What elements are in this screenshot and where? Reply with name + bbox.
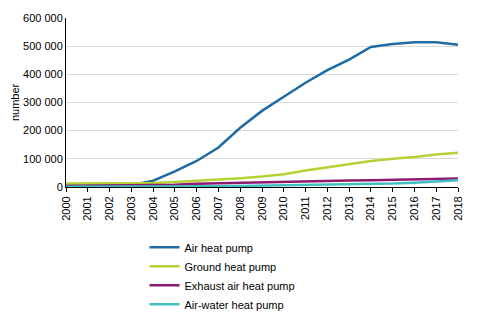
svg-text:2004: 2004 — [147, 196, 159, 220]
svg-text:200 000: 200 000 — [23, 124, 63, 136]
svg-text:400 000: 400 000 — [23, 68, 63, 80]
svg-text:2017: 2017 — [430, 196, 442, 220]
svg-text:2010: 2010 — [277, 196, 289, 220]
svg-text:number: number — [9, 83, 21, 121]
svg-text:500 000: 500 000 — [23, 40, 63, 52]
svg-text:Air heat pump: Air heat pump — [185, 242, 253, 254]
svg-text:2005: 2005 — [168, 196, 180, 220]
svg-text:2003: 2003 — [125, 196, 137, 220]
svg-text:2011: 2011 — [299, 196, 311, 220]
svg-text:2009: 2009 — [256, 196, 268, 220]
svg-text:Exhaust air heat pump: Exhaust air heat pump — [185, 280, 295, 292]
svg-text:2014: 2014 — [364, 196, 376, 220]
svg-text:2002: 2002 — [103, 196, 115, 220]
svg-text:2008: 2008 — [234, 196, 246, 220]
svg-text:0: 0 — [57, 181, 63, 193]
svg-text:2012: 2012 — [321, 196, 333, 220]
svg-text:2013: 2013 — [343, 196, 355, 220]
svg-text:2006: 2006 — [190, 196, 202, 220]
svg-text:600 000: 600 000 — [23, 12, 63, 24]
svg-text:Ground heat pump: Ground heat pump — [185, 261, 277, 273]
svg-text:2001: 2001 — [81, 196, 93, 220]
svg-text:100 000: 100 000 — [23, 153, 63, 165]
svg-text:2007: 2007 — [212, 196, 224, 220]
svg-text:2016: 2016 — [408, 196, 420, 220]
svg-text:2015: 2015 — [386, 196, 398, 220]
svg-text:2000: 2000 — [60, 196, 72, 220]
svg-text:Air-water heat pump: Air-water heat pump — [185, 299, 284, 311]
svg-text:300 000: 300 000 — [23, 96, 63, 108]
svg-text:2018: 2018 — [452, 196, 464, 220]
